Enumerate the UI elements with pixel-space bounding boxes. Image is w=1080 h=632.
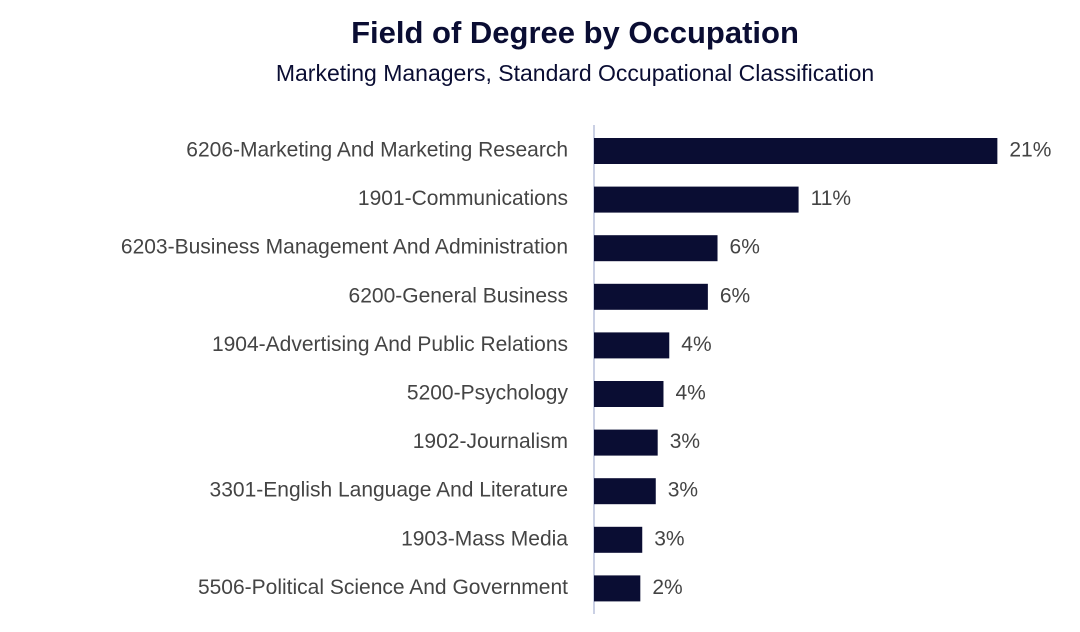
bar: [594, 186, 799, 213]
category-label: 6200-General Business: [349, 284, 568, 307]
value-label: 11%: [811, 187, 851, 210]
bar: [594, 478, 656, 505]
bar: [594, 429, 658, 456]
value-label: 4%: [681, 333, 711, 356]
category-label: 1903-Mass Media: [401, 527, 568, 550]
bar: [594, 526, 643, 553]
bar: [594, 575, 641, 602]
bar: [594, 332, 670, 359]
category-label: 3301-English Language And Literature: [210, 479, 568, 502]
category-label: 1902-Journalism: [413, 430, 568, 453]
category-label: 5200-Psychology: [407, 382, 569, 405]
value-label: 6%: [730, 236, 760, 259]
value-label: 3%: [654, 527, 684, 550]
chart-title: Field of Degree by Occupation: [351, 15, 799, 50]
category-label: 1904-Advertising And Public Relations: [212, 333, 568, 356]
chart-subtitle: Marketing Managers, Standard Occupationa…: [276, 60, 874, 86]
category-label: 5506-Political Science And Government: [198, 576, 568, 599]
bar: [594, 235, 718, 262]
bar: [594, 381, 664, 407]
value-label: 4%: [675, 382, 705, 405]
value-label: 6%: [720, 284, 750, 307]
value-label: 3%: [670, 430, 700, 453]
value-label: 21%: [1009, 139, 1051, 162]
category-label: 6206-Marketing And Marketing Research: [186, 139, 568, 162]
bar: [594, 283, 708, 310]
category-label: 6203-Business Management And Administrat…: [121, 236, 568, 259]
value-label: 3%: [668, 479, 698, 502]
bar: [594, 138, 998, 164]
category-label: 1901-Communications: [358, 187, 568, 210]
value-label: 2%: [652, 576, 682, 599]
